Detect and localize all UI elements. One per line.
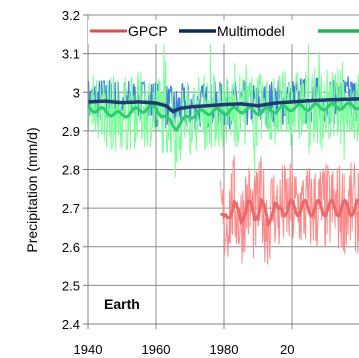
y-tick-label: 3.2	[62, 8, 80, 23]
gpcp-mean-line	[220, 197, 359, 228]
x-tick-label: 1940	[74, 342, 103, 357]
panel-label: Earth	[104, 296, 140, 312]
x-tick-label: 20	[280, 342, 294, 357]
legend-gpcp-label: GPCP	[128, 23, 168, 39]
gpcp-spread-line	[220, 155, 359, 265]
y-tick-label: 3.1	[62, 47, 80, 62]
y-tick-label: 3	[73, 85, 80, 100]
x-tick-label: 1980	[210, 342, 239, 357]
y-tick-label: 2.5	[62, 278, 80, 293]
x-tick-label: 1960	[142, 342, 171, 357]
y-tick-label: 2.6	[62, 240, 80, 255]
y-tick-label: 2.9	[62, 124, 80, 139]
legend-multimodel-label: Multimodel	[217, 23, 285, 39]
legend-background	[88, 20, 359, 44]
y-tick-label: 2.8	[62, 163, 80, 178]
grid	[87, 14, 359, 325]
multimodel-mean-line	[88, 97, 359, 114]
y-axis-label: Precipitation (mm/d)	[24, 127, 40, 252]
axes	[83, 14, 359, 329]
green-mean-line	[86, 101, 359, 133]
legend: GPCP Multimodel	[90, 23, 359, 39]
y-tick-label: 2.7	[62, 201, 80, 216]
y-tick-label: 2.4	[62, 317, 80, 332]
tick-labels: 2.4 2.5 2.6 2.7 2.8 2.9 3 3.1 3.2 1940 1960 1980 20	[62, 8, 295, 357]
series-layer	[86, 37, 359, 265]
